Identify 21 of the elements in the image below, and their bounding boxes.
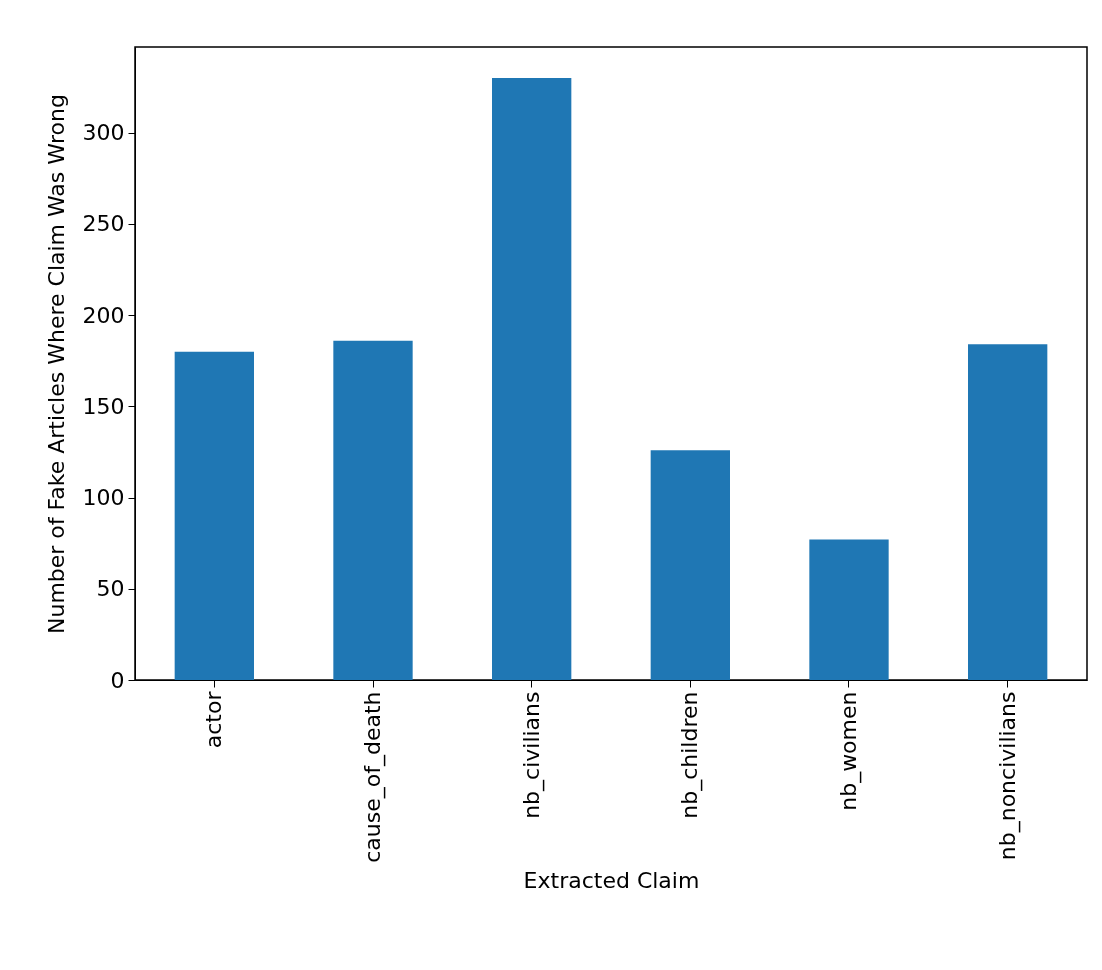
x-tick-label: actor [201,690,227,749]
bar [333,340,413,680]
y-tick-label: 200 [82,302,125,328]
bar [174,351,254,680]
y-tick-label: 0 [110,667,125,693]
bar [809,539,889,680]
x-tick-label: nb_civilians [518,691,545,819]
bar [968,344,1048,680]
x-tick-label: nb_noncivilians [994,691,1021,861]
x-tick-label: cause_of_death [360,691,386,863]
x-axis-title: Extracted Claim [523,867,700,893]
y-tick-label: 50 [96,576,125,602]
bar [650,450,730,680]
y-tick-label: 250 [82,211,125,237]
bar [492,78,572,680]
y-tick-label: 100 [82,485,125,511]
x-tick-label: nb_children [677,691,704,819]
y-tick-label: 300 [82,120,125,146]
x-tick-label: nb_women [836,691,862,811]
y-axis-title: Number of Fake Articles Where Claim Was Wrong [43,94,69,634]
y-tick-label: 150 [82,393,125,419]
